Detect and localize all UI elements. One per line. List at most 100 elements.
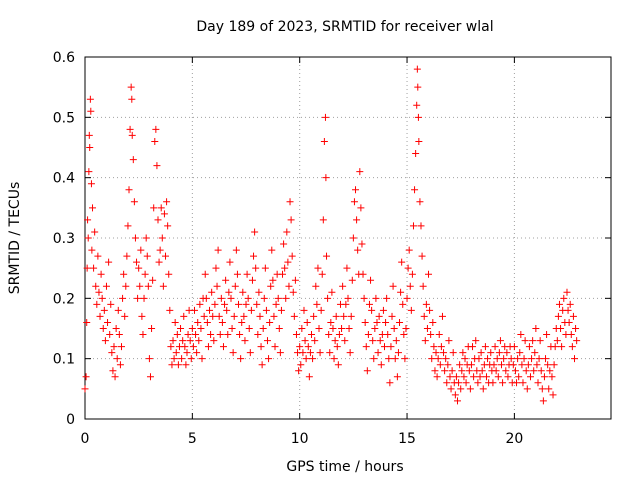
data-point [125,186,133,194]
data-point [499,379,507,387]
data-point [300,306,308,314]
data-point [436,361,444,369]
data-point [166,306,174,314]
data-point [334,361,342,369]
data-point [528,355,536,363]
data-point [391,355,399,363]
data-point [305,373,313,381]
data-point [354,246,362,254]
data-point [259,325,267,332]
y-tick-label: 0 [66,412,75,428]
data-point [345,325,353,332]
data-point [460,373,468,381]
data-point [196,300,204,308]
data-point [331,337,339,345]
data-point [120,270,128,278]
data-point [321,113,329,121]
data-point [435,331,443,339]
data-point [459,349,467,357]
data-point [197,325,205,332]
data-point [94,252,102,260]
y-axis-label: SRMTID / TECUs [7,182,23,295]
data-point [276,349,284,357]
data-point [254,331,262,339]
data-point [133,258,141,266]
data-point [319,216,327,224]
data-point [127,83,135,91]
data-point [87,180,95,188]
x-tick-label: 10 [291,431,309,447]
data-point [157,204,165,212]
data-point [407,306,415,314]
data-point [526,373,534,381]
data-point [418,252,426,260]
data-point [548,373,556,381]
data-point [417,222,425,230]
data-point [401,355,409,363]
data-point [240,312,248,320]
data-point [342,300,350,308]
data-point [148,325,156,332]
data-point [224,331,232,339]
data-point [115,331,123,339]
data-point [408,270,416,278]
data-point [122,282,130,290]
data-point [112,325,120,332]
data-point [123,252,131,260]
data-point [530,367,538,375]
data-point [348,276,356,284]
data-point [292,331,300,339]
data-point [521,337,529,345]
data-point [173,331,181,339]
data-point [357,204,365,212]
data-point [85,131,93,139]
data-point [414,83,422,91]
data-point [84,234,92,242]
data-point [358,240,366,248]
data-point [231,282,239,290]
data-point [83,264,91,272]
data-point [130,198,138,206]
data-point [412,150,420,158]
data-point [316,349,324,357]
data-point [266,318,274,326]
data-point [554,312,562,320]
data-point [104,318,112,326]
data-point [242,300,250,308]
data-point [102,282,110,290]
data-point [107,300,115,308]
data-point [347,312,355,320]
data-point [462,379,470,387]
data-point [320,137,328,145]
data-point [186,337,194,345]
data-point [368,306,376,314]
data-point [279,270,287,278]
data-point [532,325,540,332]
data-point [135,264,143,272]
data-point [181,343,189,351]
data-point [332,312,340,320]
data-point [438,312,446,320]
data-point [510,343,518,351]
data-point [262,306,270,314]
data-point [136,282,144,290]
data-point [194,318,202,326]
data-point [110,343,118,351]
data-point [538,385,546,393]
data-point [162,252,170,260]
data-point [214,246,222,254]
data-point [558,343,566,351]
data-point [372,294,380,302]
data-point [555,300,563,308]
data-point [492,367,500,375]
x-tick-label: 20 [505,431,523,447]
data-point [209,312,217,320]
data-point [430,343,438,351]
data-point [81,385,89,393]
data-point [362,343,370,351]
data-point [546,367,554,375]
data-point [251,228,259,236]
data-point [114,306,122,314]
data-point [258,361,266,369]
data-point [83,318,91,326]
